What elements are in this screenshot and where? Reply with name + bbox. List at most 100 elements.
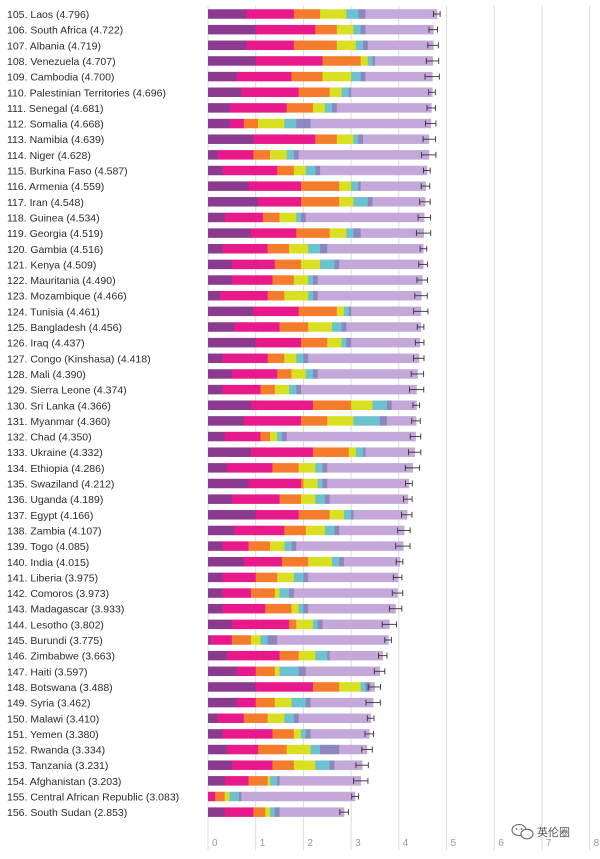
bar-segment-2 xyxy=(243,557,283,567)
bar-segment-6 xyxy=(324,494,331,504)
bar-segment-7 xyxy=(305,212,425,223)
bar-segment-7 xyxy=(310,118,432,129)
row-label: 118. Guinea (4.534) xyxy=(7,212,100,224)
row: 115. Burkina Faso (4.587) xyxy=(7,166,431,178)
bar-segment-7 xyxy=(365,447,415,457)
row: 131. Myanmar (4.360) xyxy=(7,416,421,428)
bar-segment-6 xyxy=(363,447,366,457)
bar-segment-4 xyxy=(274,588,280,598)
bar-segment-1 xyxy=(208,337,257,348)
bar-segment-6 xyxy=(386,400,393,410)
bar-segment-1 xyxy=(208,478,249,489)
row: 134. Ethiopia (4.286) xyxy=(7,463,421,475)
row-label: 138. Zambia (4.107) xyxy=(7,525,102,537)
bar-segment-4 xyxy=(296,619,314,630)
bar-segment-5 xyxy=(360,682,366,692)
bar-segment-7 xyxy=(339,744,368,755)
bar-segment-2 xyxy=(248,478,302,489)
bar-segment-7 xyxy=(322,619,390,630)
bar-segment-4 xyxy=(327,337,342,348)
bar-segment-2 xyxy=(224,431,261,442)
bar-segment-6 xyxy=(312,290,319,301)
bar-segment-2 xyxy=(255,24,316,35)
row-label: 156. South Sudan (2.853) xyxy=(7,807,127,819)
bar-segment-7 xyxy=(277,635,389,645)
bar-segment-3 xyxy=(315,134,338,144)
bar-segment-4 xyxy=(329,228,347,238)
row: 126. Iraq (4.437) xyxy=(7,337,425,350)
bar-segment-2 xyxy=(236,71,292,82)
bar-segment-2 xyxy=(250,400,314,410)
bar-segment-3 xyxy=(248,541,271,551)
x-tick-label: 1 xyxy=(260,838,266,849)
bar-segment-1 xyxy=(208,494,233,504)
bar-segment-3 xyxy=(301,416,328,426)
bar-segment-3 xyxy=(286,103,314,113)
bar-segment-1 xyxy=(208,87,242,97)
bar-segment-7 xyxy=(372,197,426,207)
row-label: 126. Iraq (4.437) xyxy=(7,338,85,350)
bar-segment-6 xyxy=(296,118,311,129)
row-label: 148. Botswana (3.488) xyxy=(7,682,113,694)
bar-segment-6 xyxy=(298,666,307,677)
bar-segment-1 xyxy=(208,40,247,51)
bar-segment-2 xyxy=(210,635,233,645)
bar-segment-4 xyxy=(329,510,345,520)
bar-segment-4 xyxy=(336,134,354,144)
bar-segment-7 xyxy=(363,134,430,144)
bar-segment-2 xyxy=(222,572,257,583)
bar-segment-1 xyxy=(208,228,252,238)
bar-segment-5 xyxy=(351,71,362,82)
bar-segment-3 xyxy=(293,9,321,19)
bar-segment-1 xyxy=(208,181,249,191)
bar-segment-4 xyxy=(336,40,357,51)
row-label: 107. Albania (4.719) xyxy=(7,40,101,52)
bar-segment-7 xyxy=(310,729,370,739)
bar-segment-6 xyxy=(341,322,347,332)
row: 105. Laos (4.796) xyxy=(7,9,441,21)
bar-segment-2 xyxy=(258,197,302,207)
bar-segment-6 xyxy=(353,228,362,238)
bar-segment-1 xyxy=(208,510,257,520)
bar-segment-7 xyxy=(339,259,424,270)
bar-segment-4 xyxy=(339,682,362,692)
bar-segment-2 xyxy=(222,588,252,598)
row: 140. India (4.015) xyxy=(7,557,404,569)
row-label: 109. Cambodia (4.700) xyxy=(7,72,114,84)
bar-segment-4 xyxy=(327,416,354,426)
bar-segment-5 xyxy=(296,212,302,223)
bar-segment-4 xyxy=(258,118,285,129)
bar-segment-4 xyxy=(308,322,333,332)
row: 143. Madagascar (3.933) xyxy=(7,603,403,616)
row-label: 129. Sierra Leone (4.374) xyxy=(7,385,127,397)
bar-segment-5 xyxy=(343,510,352,520)
row: 150. Malawi (3.410) xyxy=(7,713,375,725)
bar-segment-1 xyxy=(208,525,235,536)
bar-segment-3 xyxy=(260,384,276,395)
x-axis-ticks: 0 1 2 3 4 5 6 7 8 xyxy=(212,838,600,849)
bar-segment-1 xyxy=(208,697,238,708)
bar-segment-4 xyxy=(293,760,316,770)
bar-segment-2 xyxy=(222,353,269,364)
bar-segment-3 xyxy=(265,603,292,614)
row: 155. Central African Republic (3.083) xyxy=(7,792,359,804)
bar-segment-6 xyxy=(329,760,335,770)
bar-segment-7 xyxy=(317,290,422,301)
bar-segment-1 xyxy=(208,212,226,223)
row: 137. Egypt (4.166) xyxy=(7,510,413,522)
bar-segment-4 xyxy=(329,87,342,97)
bar-segment-2 xyxy=(227,744,259,755)
bar-segment-6 xyxy=(317,619,323,630)
row: 114. Niger (4.628) xyxy=(7,150,437,162)
row: 123. Mozambique (4.466) xyxy=(7,290,428,303)
bar-segment-6 xyxy=(274,807,280,817)
row: 144. Lesotho (3.802) xyxy=(7,619,397,631)
bar-segment-5 xyxy=(289,384,297,395)
bar-segment-2 xyxy=(255,56,323,66)
row-label: 122. Mauritania (4.490) xyxy=(7,275,116,287)
bar-segment-7 xyxy=(327,478,410,489)
bar-segment-6 xyxy=(289,588,295,598)
bar-segment-2 xyxy=(248,181,302,191)
bar-segment-2 xyxy=(217,150,254,160)
bar-segment-5 xyxy=(353,197,369,207)
